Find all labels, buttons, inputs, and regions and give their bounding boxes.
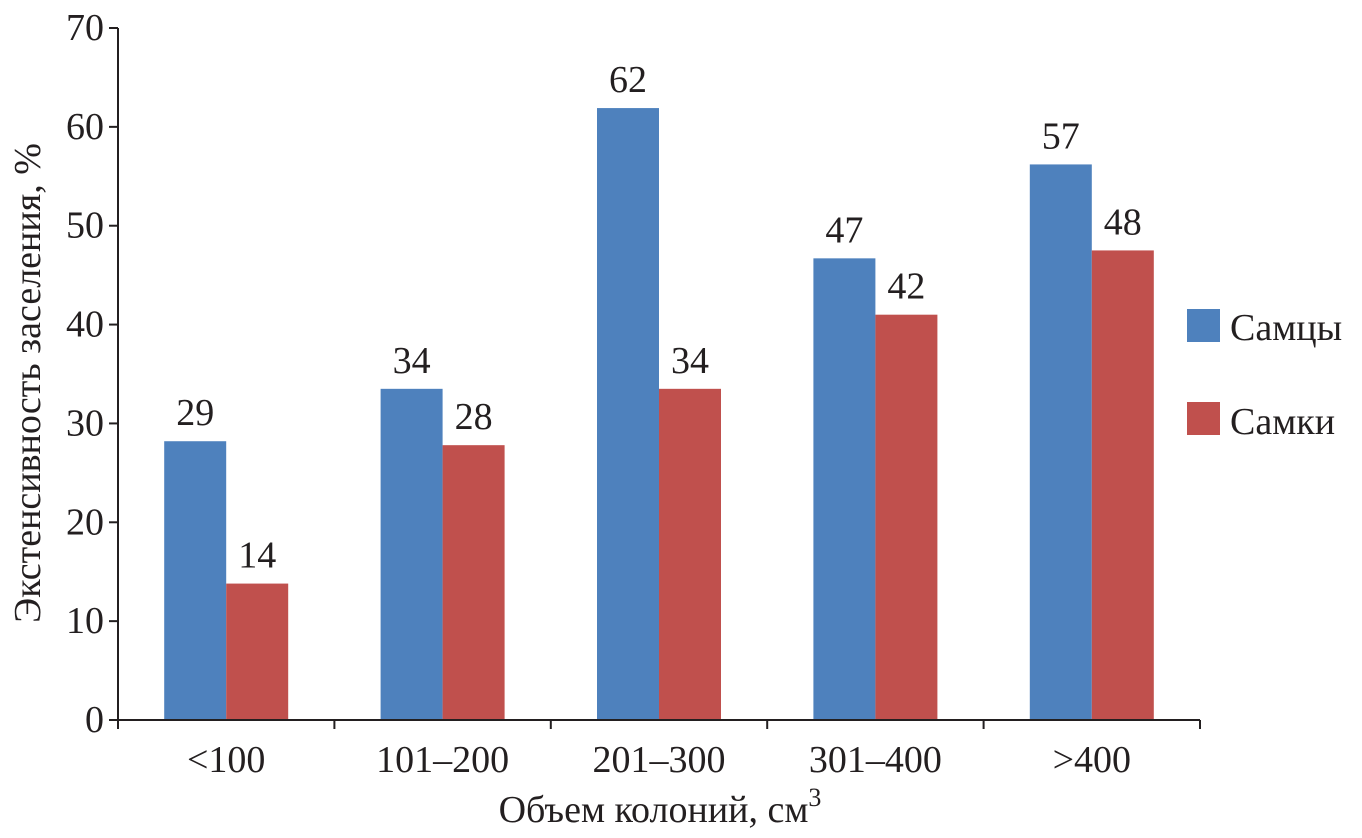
x-ticks-layer: <100 101–200 201–300 301–400 >400 [117, 720, 1201, 781]
data-label: 34 [393, 340, 431, 382]
bar-males [813, 258, 876, 720]
data-label: 47 [825, 209, 863, 251]
data-labels-layer: 29 14 34 28 62 34 47 42 57 48 [176, 59, 1142, 577]
axes-layer [117, 28, 1200, 721]
y-tick-label: 0 [85, 699, 104, 741]
y-tick-label: 70 [66, 7, 104, 49]
y-ticks-layer: 0 10 20 30 40 50 60 70 [66, 7, 118, 741]
x-tick-label: <100 [187, 739, 265, 781]
bar-males [597, 108, 659, 721]
bars-layer [164, 108, 1154, 721]
bar-females [875, 314, 938, 720]
legend: Самцы Самки [1187, 307, 1342, 443]
data-label: 34 [671, 340, 709, 382]
legend-label-females: Самки [1230, 401, 1335, 443]
data-label: 42 [887, 266, 925, 308]
y-tick-label: 30 [66, 402, 104, 444]
x-tick-label: 301–400 [809, 739, 942, 781]
y-tick-label: 60 [66, 106, 104, 148]
legend-swatch-females [1187, 402, 1220, 435]
bar-males [1029, 164, 1092, 720]
x-axis-title-superscript: 3 [808, 783, 821, 812]
data-label: 48 [1104, 201, 1142, 243]
bar-females [659, 388, 721, 720]
bar-males [164, 441, 227, 720]
data-label: 14 [238, 535, 276, 577]
legend-item-males: Самцы [1187, 307, 1342, 349]
y-tick-label: 50 [66, 205, 104, 247]
y-tick-label: 40 [66, 304, 104, 346]
data-label: 28 [455, 396, 493, 438]
bar-females [442, 445, 505, 720]
x-axis-title-text: Объем колоний, см [499, 789, 809, 831]
data-label: 62 [609, 59, 647, 101]
data-label: 29 [176, 392, 214, 434]
bar-females [226, 583, 289, 720]
bar-females [1091, 250, 1154, 720]
legend-swatch-males [1187, 309, 1220, 342]
y-tick-label: 20 [66, 501, 104, 543]
y-tick-label: 10 [66, 600, 104, 642]
x-axis-title: Объем колоний, см3 [499, 783, 822, 831]
bar-males [380, 388, 443, 720]
legend-item-females: Самки [1187, 401, 1335, 443]
x-tick-label: >400 [1053, 739, 1131, 781]
data-label: 57 [1042, 115, 1080, 157]
x-tick-label: 201–300 [593, 739, 726, 781]
y-axis-title: Экстенсивность заселения, % [7, 143, 49, 623]
legend-label-males: Самцы [1230, 307, 1342, 349]
x-tick-label: 101–200 [376, 739, 509, 781]
